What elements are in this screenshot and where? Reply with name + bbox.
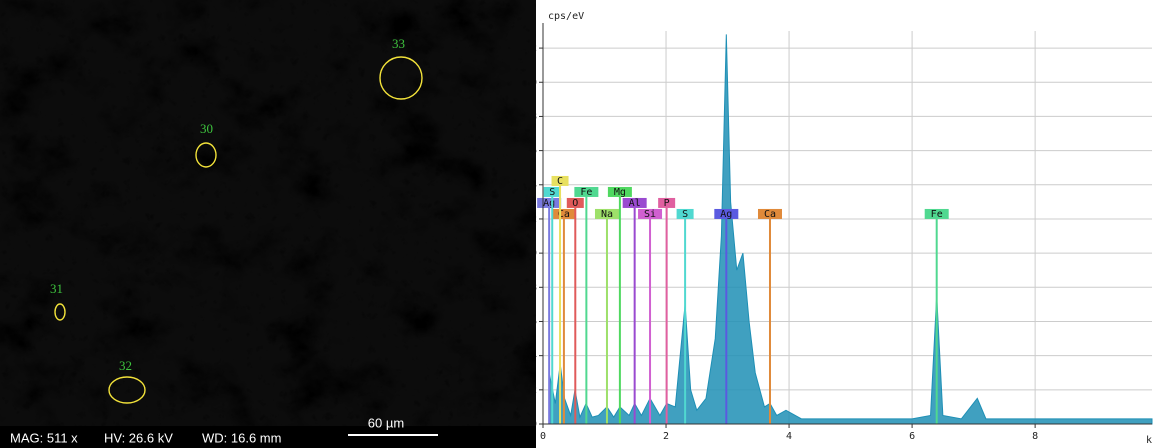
spectrum-chart: cps/eV k 0.0 0.2 0.4 0.6 0.8 1.0 1.2 1.4 1.6 1.8 2…: [536, 0, 1155, 448]
sem-grain: [0, 0, 536, 426]
high-voltage: HV: 26.6 kV: [104, 430, 173, 445]
roi-label: 32: [119, 358, 132, 373]
y-tick-label: 0.0: [536, 419, 537, 430]
y-tick-label: 2.0: [536, 77, 537, 88]
y-axis-label: cps/eV: [548, 11, 584, 22]
y-tick-label: 1.2: [536, 214, 537, 225]
element-label: Ag: [543, 198, 555, 209]
element-label: Na: [601, 209, 613, 220]
x-tick-label: 6: [909, 431, 915, 442]
roi-label: 31: [50, 281, 63, 296]
element-label: Fe: [580, 187, 592, 198]
y-tick-label: 0.2: [536, 385, 537, 396]
scale-label: 60 µm: [368, 415, 404, 430]
y-tick-label: 0.8: [536, 282, 537, 293]
element-label: S: [682, 209, 688, 220]
x-tick-label: 4: [786, 431, 792, 442]
magnification: MAG: 511 x: [10, 430, 78, 445]
element-label: P: [664, 198, 670, 209]
y-tick-label: 1.0: [536, 248, 537, 259]
y-tick-label: 1.6: [536, 146, 537, 157]
sem-panel: 33 30 31 32 MAG: 511 x HV: 26.6 kV WD: 1…: [0, 0, 536, 448]
screenshot: 33 30 31 32 MAG: 511 x HV: 26.6 kV WD: 1…: [0, 0, 1155, 448]
element-label: Ag: [720, 209, 732, 220]
y-tick-label: 2.2: [536, 43, 537, 54]
element-label: S: [549, 187, 555, 198]
element-label: O: [572, 198, 578, 209]
working-distance: WD: 16.6 mm: [202, 430, 281, 445]
element-label: Ca: [764, 209, 776, 220]
y-tick-label: 1.4: [536, 180, 537, 191]
x-tick-label: 0: [540, 431, 546, 442]
y-tick-label: 0.4: [536, 351, 537, 362]
element-label: C: [557, 176, 563, 187]
roi-label: 33: [392, 36, 405, 51]
x-tick-label: 2: [663, 431, 669, 442]
element-label: Mg: [614, 187, 626, 198]
element-label: Si: [644, 209, 656, 220]
y-tick-label: 1.8: [536, 111, 537, 122]
page: body { margin: 0; width: 1155px; height:…: [0, 0, 1155, 448]
roi-label: 30: [200, 121, 213, 136]
body: 33 30 31 32 MAG: 511 x HV: 26.6 kV WD: 1…: [0, 0, 1155, 448]
x-axis-label: k: [1146, 435, 1152, 446]
x-tick-label: 8: [1032, 431, 1038, 442]
element-label: Fe: [931, 209, 943, 220]
y-tick-label: 0.6: [536, 316, 537, 327]
element-label: Al: [629, 198, 641, 209]
